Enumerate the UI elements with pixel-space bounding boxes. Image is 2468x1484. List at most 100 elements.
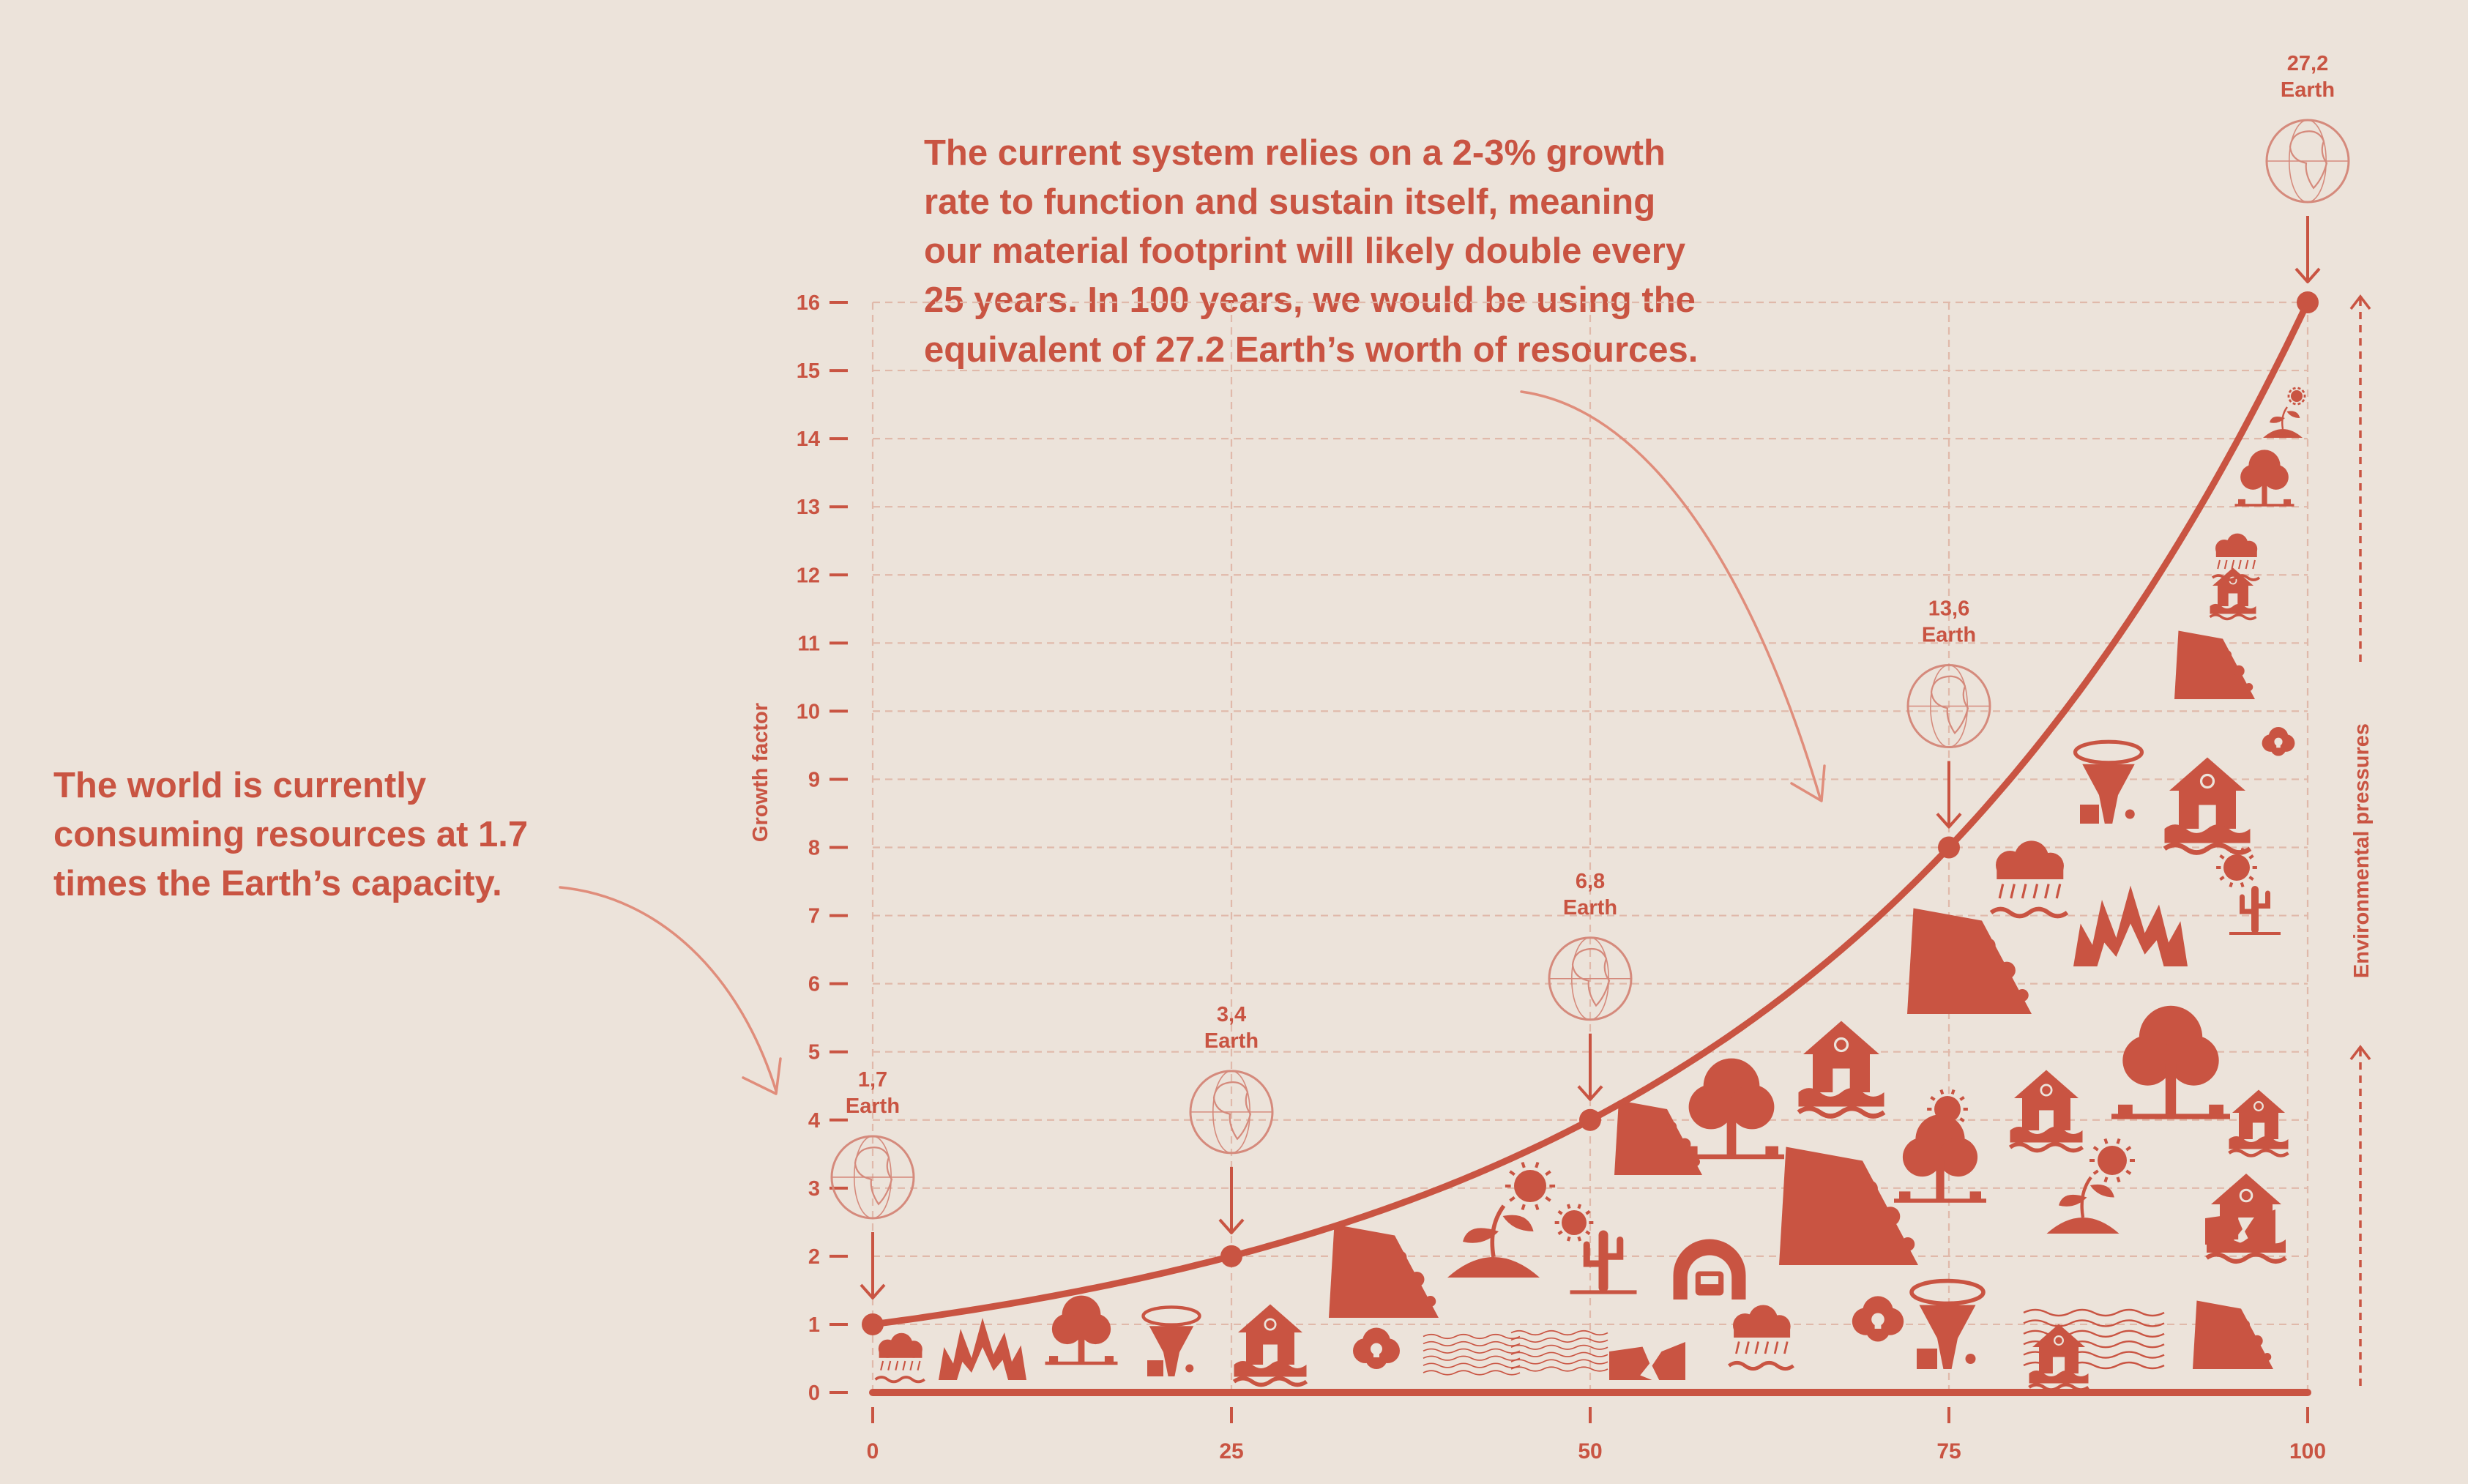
drought-plant-icon xyxy=(2046,1176,2120,1234)
tree-stump xyxy=(2118,1104,2133,1116)
house-door xyxy=(2199,805,2216,829)
sun-ray xyxy=(1557,1209,1563,1215)
boulder xyxy=(1425,1296,1436,1307)
rain-drop xyxy=(2238,559,2242,570)
tornado-funnel xyxy=(1919,1305,1976,1369)
tree-trunk xyxy=(2165,1064,2177,1116)
cracked-ground xyxy=(2205,1214,2245,1245)
house-door xyxy=(2228,593,2238,606)
rain-drop xyxy=(2032,884,2039,899)
flood-wave xyxy=(2205,1252,2287,1264)
cracked-ground xyxy=(1609,1346,1652,1380)
sun-ray xyxy=(1566,1204,1571,1209)
cloud-puff xyxy=(2270,740,2286,756)
skull-jaw xyxy=(2276,745,2281,748)
tree-crown xyxy=(2240,464,2266,490)
toxic-cloud-icon xyxy=(1353,1327,1400,1369)
annotation-current-consumption-text: The world is currently consuming resourc… xyxy=(53,766,529,904)
plant-stem xyxy=(2281,406,2288,430)
earthquake-icon xyxy=(2205,1209,2275,1245)
boulder xyxy=(2016,989,2029,1002)
sun-ray xyxy=(2116,1177,2121,1183)
sun-ray xyxy=(1557,1230,1563,1236)
wave-line xyxy=(1510,1330,1608,1336)
sun-ray xyxy=(2240,847,2245,854)
flooded-house-icon xyxy=(2028,1324,2089,1392)
wilted-leaf xyxy=(2089,1184,2114,1198)
sun-ray xyxy=(1939,1089,1945,1095)
tree-stump xyxy=(1899,1191,1911,1201)
fire-inner xyxy=(957,1347,1008,1380)
rain-drop xyxy=(895,1360,899,1371)
wave-line xyxy=(2023,1308,2165,1317)
debris-house xyxy=(1147,1360,1163,1376)
cloud-puff xyxy=(1863,1296,1893,1327)
house-window xyxy=(1264,1318,1277,1331)
boulder xyxy=(1861,1180,1878,1197)
y-axis-label: Growth factor xyxy=(749,703,772,842)
sun-ray xyxy=(2229,847,2234,854)
sun-ray xyxy=(2116,1138,2121,1144)
sun-ray xyxy=(1577,1236,1582,1242)
sun-ray xyxy=(2103,1177,2109,1183)
flood-wave xyxy=(2010,1127,2083,1143)
house-window xyxy=(2199,773,2215,789)
landslide-icon xyxy=(1614,1100,1702,1175)
deforestation-icon xyxy=(1045,1295,1118,1365)
earth-marker: 1,7 Earth xyxy=(830,1068,915,1300)
boulder xyxy=(2221,649,2232,660)
boulder xyxy=(1666,1121,1677,1133)
wildfire-icon xyxy=(939,1318,1026,1380)
sun-icon xyxy=(1554,1204,1594,1242)
marker-layer: 1,7 Earth 3,4 Earth 6,8 Earth 13,6 Earth 27,2 Ear… xyxy=(830,52,2350,1300)
y-tick-label: 15 xyxy=(797,359,820,383)
earth-multiplier-value: 6,8 xyxy=(1576,870,1605,893)
sun-icon xyxy=(2216,847,2257,888)
flood-wave xyxy=(874,1376,925,1384)
tree-crown xyxy=(1051,1313,1083,1345)
cloud-puff xyxy=(1865,1317,1890,1342)
tree-crown xyxy=(2122,1035,2173,1086)
cracked-ground xyxy=(1652,1342,1685,1380)
deforestation-icon xyxy=(2111,1005,2231,1119)
earth-multiplier-unit: Earth xyxy=(1563,896,1617,920)
skull-jaw xyxy=(1373,1354,1379,1357)
house-door xyxy=(1263,1344,1278,1365)
cactus-arm xyxy=(1583,1241,1603,1267)
wilted-leaf xyxy=(1463,1228,1499,1243)
sun-icon xyxy=(1505,1161,1556,1211)
sun-ray xyxy=(1930,1095,1936,1101)
rain-drop xyxy=(909,1360,914,1371)
boulder xyxy=(1393,1250,1407,1264)
right-axis-label: Environmental pressures xyxy=(2350,723,2374,978)
rain-drop xyxy=(1764,1341,1770,1354)
deforestation-icon xyxy=(2234,450,2294,507)
globe-icon xyxy=(830,1135,915,1220)
tree-stump xyxy=(1049,1356,1059,1363)
boulder xyxy=(1691,1157,1700,1166)
earth-multiplier-unit: Earth xyxy=(846,1095,900,1118)
sun-ray xyxy=(1535,1161,1540,1168)
boulder xyxy=(2251,1335,2263,1347)
rain-drop xyxy=(2021,884,2027,899)
tree-trunk xyxy=(1078,1331,1085,1363)
cloud-puff xyxy=(1365,1347,1387,1369)
sun-ray xyxy=(2229,881,2234,888)
earth-multiplier-value: 3,4 xyxy=(1217,1003,1246,1026)
debris xyxy=(1965,1354,1976,1364)
sun-disc xyxy=(2291,390,2303,402)
earth-multiplier-unit: Earth xyxy=(1922,624,1976,647)
y-tick-label: 13 xyxy=(797,496,820,519)
tree-stump xyxy=(1765,1146,1778,1157)
toxic-cloud-icon xyxy=(2262,726,2295,756)
flooded-house-icon xyxy=(2209,567,2257,621)
house-window xyxy=(2239,1188,2253,1203)
wave-line xyxy=(1510,1344,1608,1350)
globe-continent xyxy=(1571,947,1611,1007)
data-point xyxy=(2297,291,2319,313)
rain-drop xyxy=(2217,559,2221,570)
wave-line xyxy=(1423,1333,1521,1340)
rain-drop xyxy=(1735,1341,1740,1354)
tree-trunk xyxy=(1936,1160,1945,1201)
